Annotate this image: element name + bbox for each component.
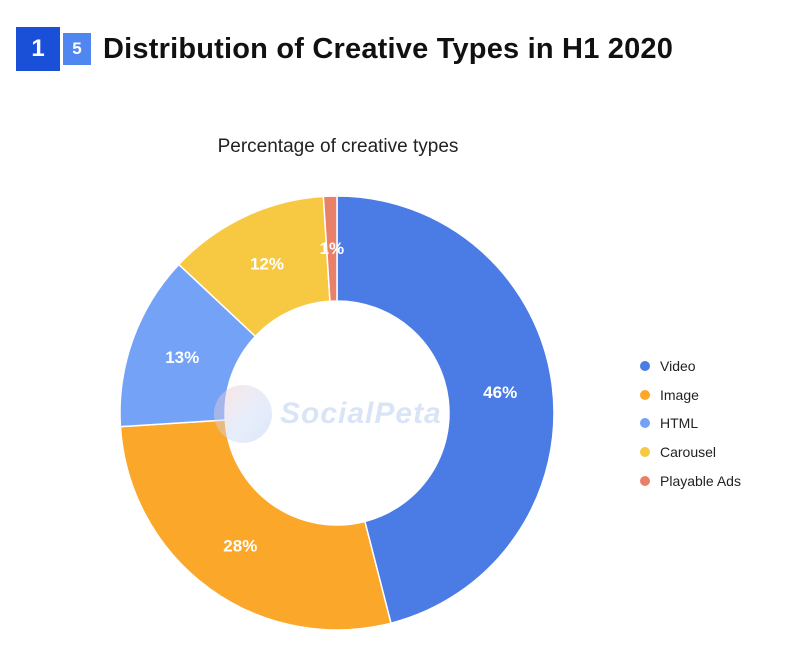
legend-item-playable-ads: Playable Ads xyxy=(640,466,741,495)
legend-swatch-icon xyxy=(640,447,650,458)
legend-swatch-icon xyxy=(640,475,650,486)
slice-image xyxy=(119,419,392,631)
watermark: SocialPeta xyxy=(214,385,442,443)
legend-swatch-icon xyxy=(640,389,650,400)
slice-playable-ads xyxy=(322,195,338,303)
legend-label: HTML xyxy=(660,415,699,432)
slice-label-image: 28% xyxy=(223,537,257,556)
legend-swatch-icon xyxy=(640,361,650,372)
page-header: 1 5 Distribution of Creative Types in H1… xyxy=(16,27,673,71)
chart-title: Percentage of creative types xyxy=(217,136,459,157)
legend-item-image: Image xyxy=(640,381,741,410)
slice-label-video: 46% xyxy=(483,383,517,402)
legend-item-carousel: Carousel xyxy=(640,438,741,467)
legend-label: Video xyxy=(660,358,696,375)
slice-video xyxy=(336,195,555,625)
legend-label: Image xyxy=(660,386,699,403)
section-sub-number-badge: 5 xyxy=(63,33,91,65)
legend-item-html: HTML xyxy=(640,409,741,438)
section-number-badge: 1 xyxy=(16,27,60,71)
legend-label: Carousel xyxy=(660,444,717,461)
page-title: Distribution of Creative Types in H1 202… xyxy=(103,32,674,65)
slice-label-carousel: 12% xyxy=(250,255,284,274)
legend-item-video: Video xyxy=(640,352,741,381)
slice-label-playable-ads: 1% xyxy=(320,239,345,258)
watermark-text: SocialPeta xyxy=(280,397,442,430)
watermark-logo-icon xyxy=(214,385,272,443)
slice-labels: 46% 28% 13% 12% 1% xyxy=(165,239,517,556)
legend-label: Playable Ads xyxy=(660,472,741,489)
slice-label-html: 13% xyxy=(165,348,199,367)
donut-slices xyxy=(119,195,555,631)
legend-swatch-icon xyxy=(640,418,650,429)
chart-legend: Video Image HTML Carousel Playable Ads xyxy=(640,352,741,495)
